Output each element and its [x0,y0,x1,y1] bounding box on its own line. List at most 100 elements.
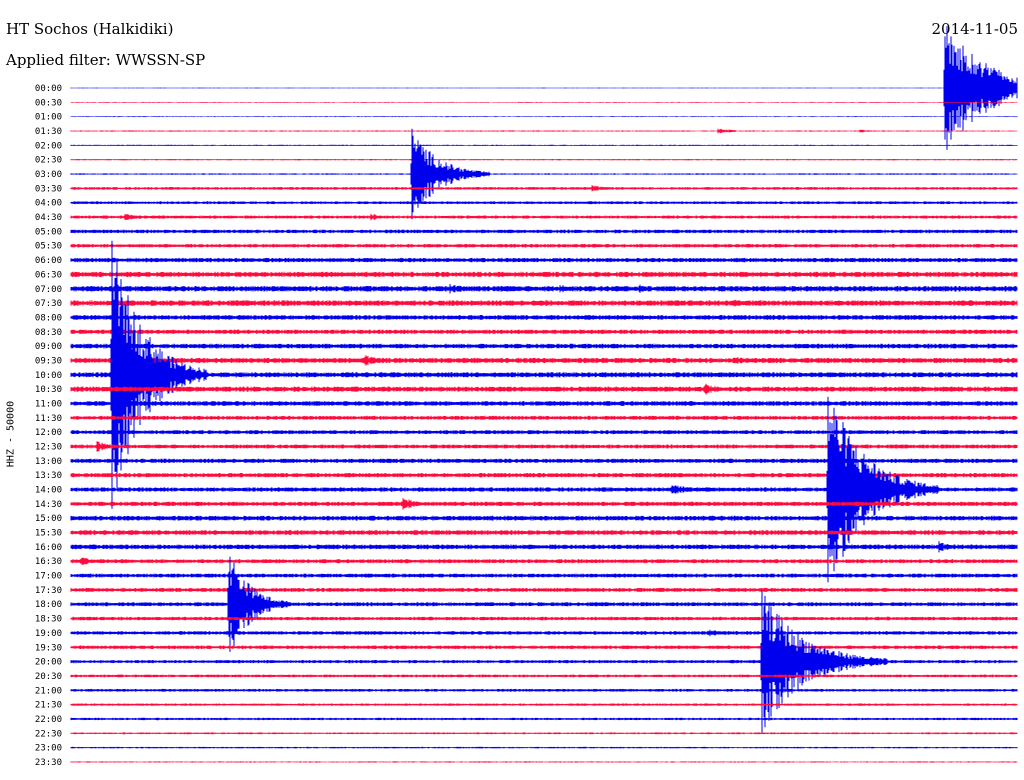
row-label-0800: 08:00 [35,313,62,323]
filter-label: Applied filter: WWSSN-SP [6,51,206,69]
trace-row-1230 [70,441,1018,452]
trace-row-0930 [70,355,1018,366]
trace-row-2230 [70,732,1018,735]
row-label-1630: 16:30 [35,557,62,567]
trace-row-0630 [70,271,1018,277]
trace-row-1930 [70,645,1018,650]
seismogram-traces [70,26,1018,763]
plot-date: 2014-11-05 [931,20,1018,38]
trace-row-1700 [70,573,1018,578]
trace-row-0000 [70,26,1018,150]
row-label-1300: 13:00 [35,457,62,467]
row-label-1930: 19:30 [35,643,62,653]
row-label-1500: 15:00 [35,514,62,524]
row-label-2100: 21:00 [35,686,62,696]
trace-row-0530 [70,243,1018,248]
trace-row-1130 [70,415,1018,420]
trace-row-0230 [70,159,1018,161]
row-label-1430: 14:30 [35,500,62,510]
row-label-0730: 07:30 [35,299,62,309]
trace-row-1400 [70,396,1018,583]
row-label-1200: 12:00 [35,428,62,438]
row-label-2030: 20:30 [35,672,62,682]
trace-row-2330 [70,761,1018,763]
trace-row-1330 [70,473,1018,478]
row-label-1600: 16:00 [35,543,62,553]
trace-row-1000 [70,240,1018,509]
row-label-0900: 09:00 [35,342,62,352]
trace-row-1900 [70,629,1018,637]
row-label-1700: 17:00 [35,572,62,582]
row-label-0000: 00:00 [35,84,62,94]
trace-row-1730 [70,587,1018,592]
row-label-0400: 04:00 [35,199,62,209]
trace-row-2030 [70,674,1018,678]
trace-row-2100 [70,688,1018,692]
trace-row-0600 [70,257,1018,263]
trace-row-0430 [70,213,1018,221]
row-label-2000: 20:00 [35,658,62,668]
trace-row-0300 [70,128,1018,220]
row-label-0030: 00:30 [35,98,62,108]
trace-row-0900 [70,343,1018,349]
row-label-1900: 19:00 [35,629,62,639]
trace-row-0030 [70,101,1018,103]
row-label-1400: 14:00 [35,486,62,496]
trace-row-0730 [70,299,1018,307]
trace-row-2130 [70,703,1018,706]
trace-row-0200 [70,144,1018,146]
trace-row-1430 [70,498,1018,510]
row-label-0630: 06:30 [35,270,62,280]
trace-row-1030 [70,383,1018,395]
row-label-1000: 10:00 [35,371,62,381]
row-label-0130: 01:30 [35,127,62,137]
row-label-0300: 03:00 [35,170,62,180]
row-label-1330: 13:30 [35,471,62,481]
row-label-1230: 12:30 [35,443,62,453]
row-label-0430: 04:30 [35,213,62,223]
row-label-1530: 15:30 [35,529,62,539]
trace-row-1800 [70,556,1018,652]
row-label-2330: 23:30 [35,758,62,768]
row-label-1100: 11:00 [35,399,62,409]
trace-row-1500 [70,515,1018,521]
trace-row-1830 [70,616,1018,621]
trace-row-0130 [70,128,1018,134]
trace-row-1630 [70,557,1018,565]
row-label-0330: 03:30 [35,184,62,194]
row-label-0500: 05:00 [35,227,62,237]
trace-row-1600 [70,541,1018,553]
trace-row-0830 [70,329,1018,334]
row-label-2200: 22:00 [35,715,62,725]
row-label-0600: 06:00 [35,256,62,266]
row-label-2130: 21:30 [35,701,62,711]
row-label-1130: 11:30 [35,414,62,424]
row-label-1800: 18:00 [35,600,62,610]
trace-row-0100 [70,116,1018,118]
row-label-0930: 09:30 [35,356,62,366]
time-row-labels: 00:00 00:30 01:00 01:30 02:00 02:30 03:00 03:30… [35,84,62,768]
trace-row-0330 [70,185,1018,192]
row-label-1030: 10:30 [35,385,62,395]
row-label-0830: 08:30 [35,328,62,338]
row-label-2230: 22:30 [35,729,62,739]
trace-row-1300 [70,458,1018,463]
row-label-1830: 18:30 [35,615,62,625]
trace-row-0800 [70,315,1018,320]
row-label-0530: 05:30 [35,242,62,252]
trace-row-1530 [70,530,1018,535]
trace-row-0400 [70,201,1018,205]
station-title: HT Sochos (Halkidiki) [6,20,174,38]
trace-row-2300 [70,746,1018,749]
trace-row-2000 [70,590,1018,733]
row-label-2300: 23:00 [35,744,62,754]
trace-row-2200 [70,717,1018,721]
trace-row-0500 [70,229,1018,234]
row-label-1730: 17:30 [35,586,62,596]
row-label-0230: 02:30 [35,156,62,166]
trace-row-0700 [70,284,1018,294]
trace-row-1100 [70,401,1018,406]
trace-row-1200 [70,430,1018,435]
row-label-0700: 07:00 [35,285,62,295]
